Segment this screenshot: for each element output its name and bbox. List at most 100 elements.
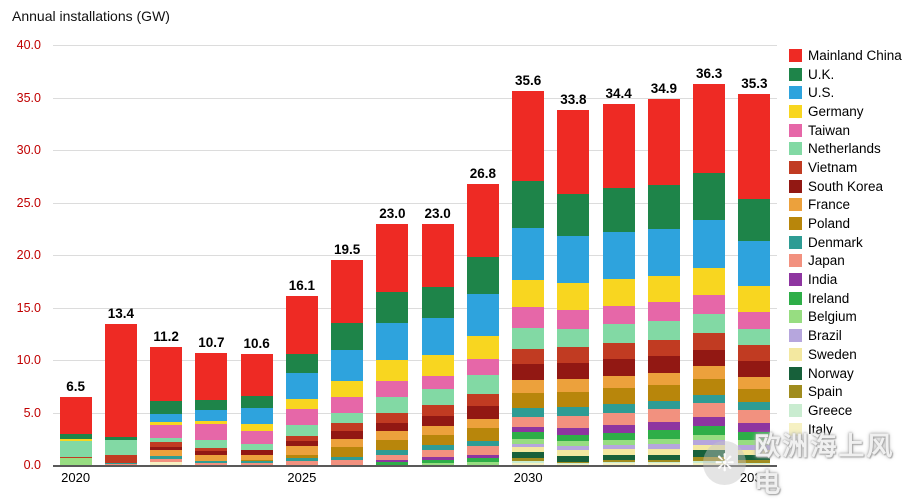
- bar-segment-u-s: [647, 228, 680, 277]
- bar-segment-south-korea: [466, 406, 499, 419]
- bar-segment-netherlands: [466, 374, 499, 394]
- bar-segment-ireland: [466, 457, 499, 462]
- legend-label-belgium: Belgium: [808, 309, 857, 325]
- legend-swatch-ireland: [789, 291, 802, 305]
- x-axis-slot: [325, 470, 370, 485]
- y-axis-label: 40.0: [16, 38, 41, 52]
- bar-segment-sweden: [512, 447, 545, 453]
- bar-segment-spain: [602, 459, 635, 462]
- x-axis-slot: [234, 470, 279, 485]
- bar-segment-south-korea: [557, 363, 590, 379]
- bar-stack-2027: [376, 223, 409, 465]
- bar-column-2030: 35.6: [506, 45, 551, 465]
- bar-segment-mainland-china: [602, 103, 635, 188]
- bar-stack-2024: [240, 353, 273, 465]
- bar-segment-ireland: [738, 432, 771, 440]
- bar-segment-denmark: [285, 457, 318, 461]
- bar-segment-ireland: [557, 434, 590, 441]
- bar-segment-south-korea: [150, 447, 183, 451]
- x-axis-label-2020: 2020: [61, 470, 91, 485]
- bar-segment-france: [331, 438, 364, 448]
- bar-segment-poland: [285, 454, 318, 458]
- bar-segment-japan: [376, 454, 409, 460]
- bar-segment-mainland-china: [376, 223, 409, 292]
- bar-total-label: 11.2: [153, 329, 179, 345]
- bar-segment-south-korea: [331, 431, 364, 439]
- bar-segment-taiwan: [647, 302, 680, 322]
- legend-label-france: France: [808, 197, 851, 213]
- bar-total-label: 16.1: [288, 278, 316, 293]
- bar-segment-india: [557, 428, 590, 435]
- bar-segment-japan: [285, 460, 318, 465]
- legend-item-poland: Poland: [789, 214, 902, 233]
- bar-segment-mainland-china: [693, 83, 726, 174]
- x-axis-slot: [98, 470, 143, 485]
- bar-segment-poland: [693, 378, 726, 395]
- bar-segment-taiwan: [240, 431, 273, 445]
- bar-segment-u-s: [195, 410, 228, 421]
- bar-segment-vietnam: [150, 441, 183, 448]
- x-axis-slot: [189, 470, 234, 485]
- y-axis-label: 20.0: [16, 248, 41, 262]
- gridline: [53, 255, 777, 256]
- bar-segment-italy: [738, 463, 771, 465]
- bar-segment-mainland-china: [421, 223, 454, 287]
- bar-segment-norway: [512, 452, 545, 458]
- legend-item-greece: Greece: [789, 401, 902, 420]
- bar-segment-japan: [466, 446, 499, 455]
- bar-segment-netherlands: [738, 328, 771, 346]
- bar-segment-sweden: [647, 449, 680, 455]
- bar-segment-denmark: [150, 455, 183, 459]
- bar-segment-france: [647, 372, 680, 386]
- bar-segment-vietnam: [557, 347, 590, 364]
- bar-segment-netherlands: [59, 440, 92, 457]
- bar-segment-france: [421, 426, 454, 435]
- bar-segment-greece: [557, 462, 590, 464]
- bar-segment-mainland-china: [59, 396, 92, 434]
- bar-segment-mainland-china: [195, 352, 228, 400]
- bar-segment-mainland-china: [647, 98, 680, 185]
- bar-segment-india: [376, 459, 409, 462]
- bar-segment-germany: [512, 280, 545, 307]
- bar-segment-france: [602, 375, 635, 389]
- bar-segment-netherlands: [331, 412, 364, 424]
- legend-swatch-japan: [789, 254, 802, 268]
- legend-item-norway: Norway: [789, 364, 902, 383]
- bar-segment-denmark: [557, 407, 590, 416]
- bar-segment-italy: [150, 461, 183, 465]
- bar-segment-brazil: [512, 444, 545, 448]
- bar-segment-denmark: [104, 462, 137, 464]
- bar-segment-japan: [512, 416, 545, 428]
- bar-segment-south-korea: [693, 349, 726, 367]
- bar-segment-spain: [647, 459, 680, 462]
- bar-segment-mainland-china: [557, 110, 590, 195]
- legend-label-spain: Spain: [808, 384, 843, 400]
- bar-segment-italy: [647, 463, 680, 465]
- y-axis-label: 35.0: [16, 90, 41, 105]
- bar-segment-ireland: [602, 432, 635, 440]
- bar-stack-2030: [512, 91, 545, 465]
- bar-segment-netherlands: [104, 439, 137, 455]
- bar-segment-u-s: [466, 293, 499, 336]
- bar-segment-japan: [647, 409, 680, 422]
- y-axis-label: 0.0: [23, 458, 41, 472]
- legend-label-sweden: Sweden: [808, 346, 857, 362]
- y-axis-label: 30.0: [16, 143, 41, 157]
- legend-item-germany: Germany: [789, 102, 902, 121]
- bar-segment-belgium: [59, 457, 92, 465]
- bar-segment-germany: [738, 285, 771, 312]
- bar-segment-south-korea: [421, 415, 454, 427]
- bar-total-label: 13.4: [107, 306, 135, 322]
- bar-segment-germany: [647, 276, 680, 303]
- bar-segment-germany: [602, 279, 635, 306]
- plot-area: 6.5 13.4 11.2 10.7 10.6 16.1 19.5 23.0 23.0 26.8 3…: [53, 45, 777, 467]
- bar-total-label: 19.5: [333, 242, 361, 258]
- bar-segment-mainland-china: [331, 260, 364, 324]
- legend-label-brazil: Brazil: [808, 328, 842, 344]
- x-axis-slot: [687, 470, 732, 485]
- x-axis-label-2030: 2030: [513, 470, 543, 485]
- bar-segment-france: [693, 366, 726, 379]
- legend-label-taiwan: Taiwan: [808, 122, 851, 138]
- legend-label-germany: Germany: [808, 103, 864, 119]
